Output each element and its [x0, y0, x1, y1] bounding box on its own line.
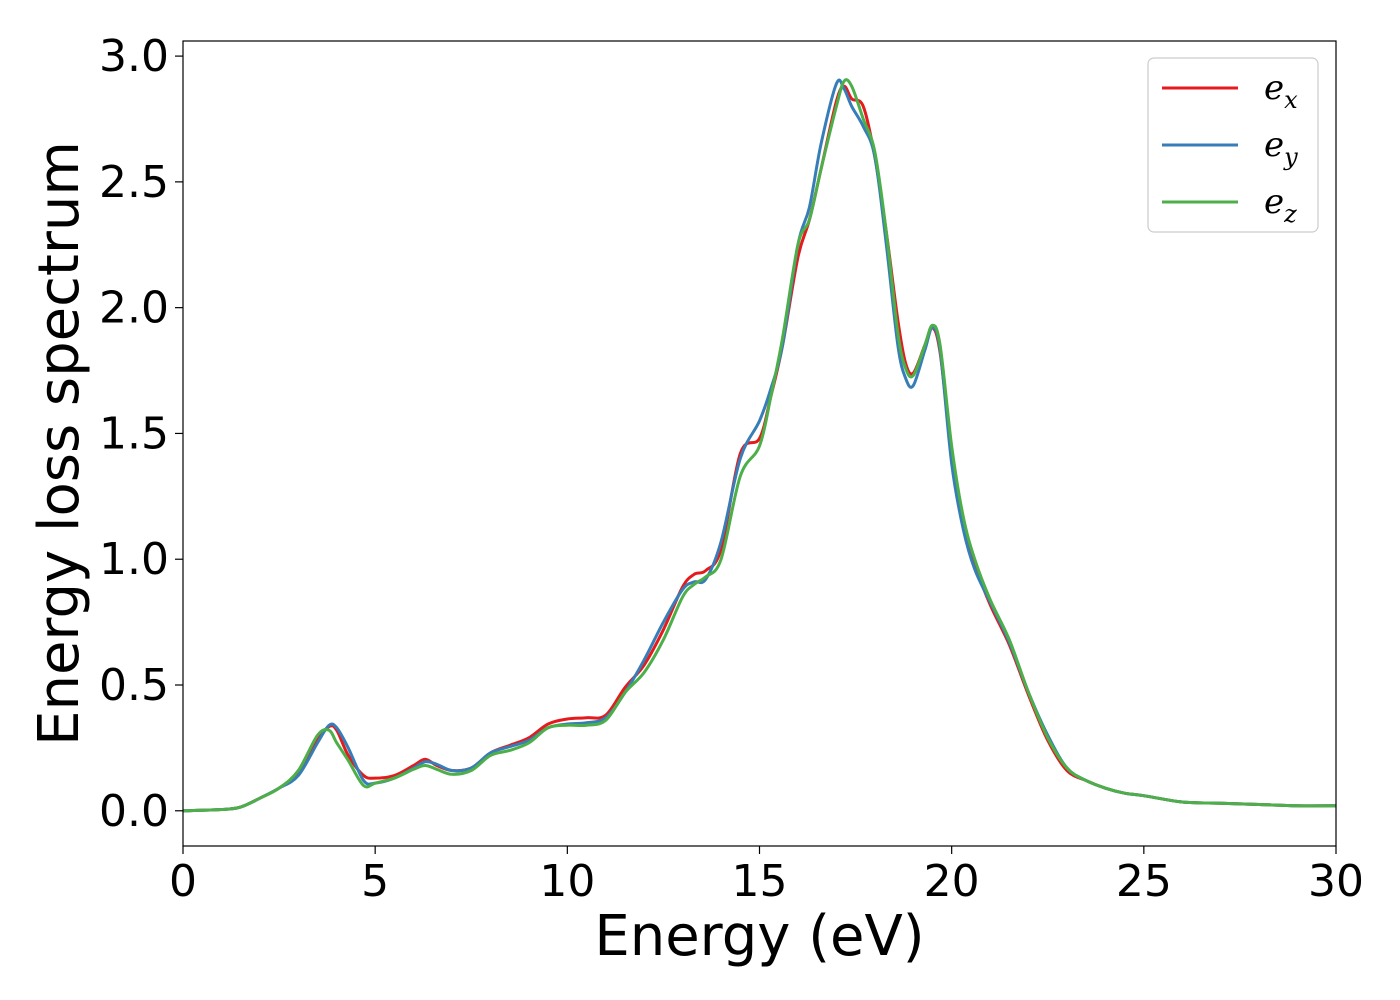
legend-entry-label: ey [1264, 125, 1298, 171]
y-tick-label: 0.5 [99, 660, 169, 711]
y-tick-label: 2.0 [99, 283, 169, 334]
x-axis: 0 5 10 15 20 25 30 [169, 846, 1364, 907]
x-tick-label: 15 [732, 856, 788, 907]
legend-entry-label: ez [1264, 182, 1297, 228]
y-tick-label: 1.0 [99, 534, 169, 585]
x-axis-label: Energy (eV) [594, 904, 924, 969]
legend: ex ey ez [1147, 57, 1319, 233]
y-axis-label: Energy loss spectrum [27, 141, 92, 746]
legend-entry-label: ex [1264, 68, 1298, 114]
x-tick-label: 20 [924, 856, 980, 907]
x-tick-label: 5 [361, 856, 389, 907]
y-tick-label: 2.5 [99, 157, 169, 208]
series-line-z [183, 78, 1336, 813]
y-tick-label: 1.5 [99, 408, 169, 459]
x-tick-label: 25 [1116, 856, 1172, 907]
y-tick-label: 0.0 [99, 786, 169, 837]
x-tick-label: 30 [1308, 856, 1364, 907]
y-tick-label: 3.0 [99, 31, 169, 82]
y-axis: 0.0 0.5 1.0 1.5 2.0 2.5 3.0 [99, 31, 183, 837]
series-layer [183, 78, 1336, 813]
x-tick-label: 0 [169, 856, 197, 907]
x-tick-label: 10 [539, 856, 595, 907]
